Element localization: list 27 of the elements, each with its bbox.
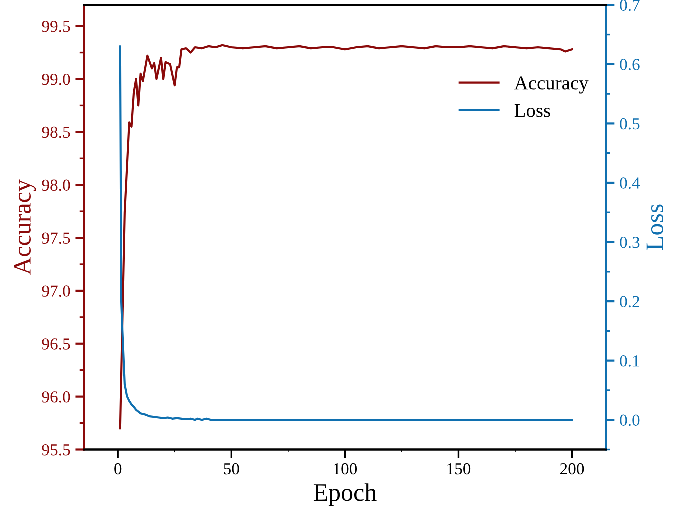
y2-tick-label: 0.1 [620,356,640,367]
y-tick-label: 97.0 [42,286,70,297]
x-tick-label: 50 [224,463,240,475]
x-tick-label: 0 [114,463,122,475]
y-tick-label: 99.5 [42,21,70,32]
y2-tick-label: 0.4 [620,178,640,190]
y2-tick-label: 0.6 [620,59,640,70]
y-tick-label: 96.0 [42,392,70,403]
y-axis-title: Accuracy [14,180,36,276]
y-tick-label: 97.5 [42,232,70,244]
y2-tick-label: 0.7 [620,0,640,12]
y-tick-label: 95.5 [42,444,70,456]
y2-axis-title: Loss [646,204,664,250]
y-tick-label: 98.5 [42,126,70,138]
legend-label: Accuracy [514,76,589,94]
y2-tick-label: 0.5 [620,118,640,130]
y2-tick-label: 0.2 [620,296,640,308]
y2-tick-label: 0.3 [620,236,640,248]
x-tick-label: 100 [334,463,358,475]
x-tick-label: 150 [448,463,471,475]
y-tick-label: 96.5 [42,338,70,350]
x-axis-title: Epoch [314,484,377,506]
y-tick-label: 99.0 [42,74,70,86]
x-tick-label: 200 [560,463,584,475]
y-tick-label: 98.0 [42,180,70,192]
y2-tick-label: 0.0 [620,414,640,426]
legend-label: Loss [514,104,550,118]
